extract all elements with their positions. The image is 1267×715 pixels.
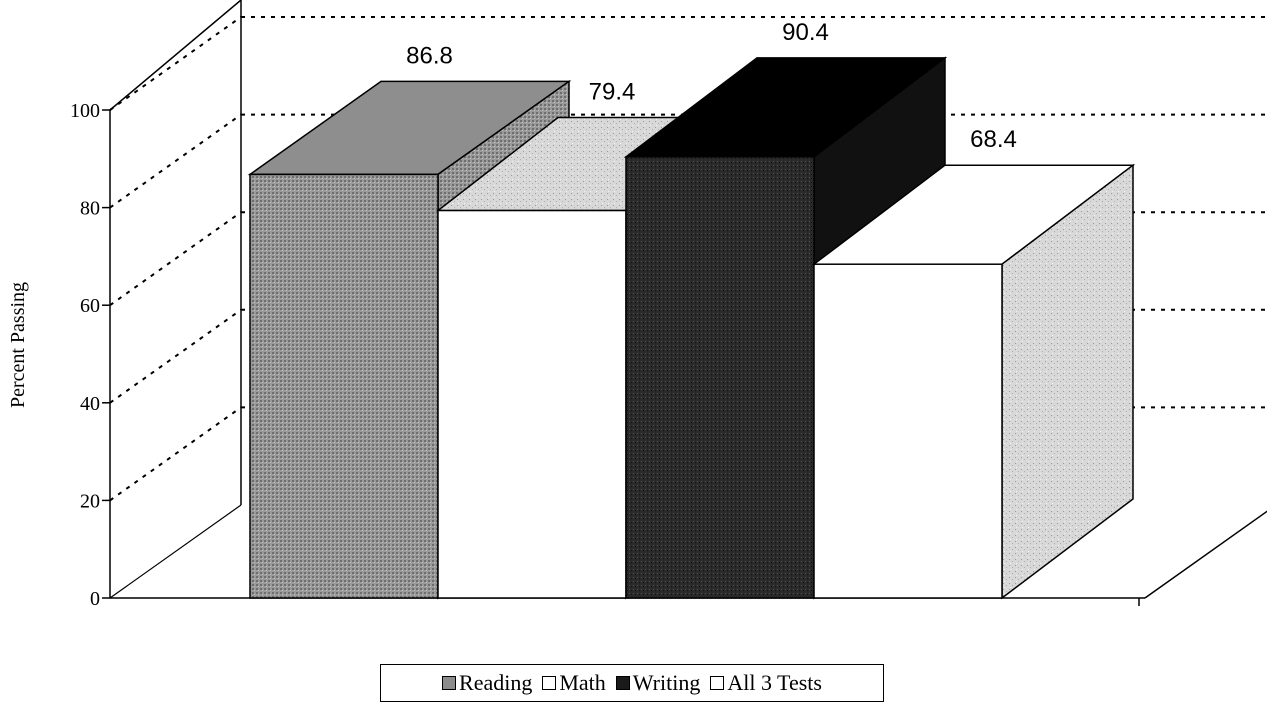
data-label-reading: 86.8 — [406, 42, 453, 69]
y-tick-label: 40 — [80, 393, 100, 415]
side-gridline — [109, 308, 242, 404]
legend: Reading Math Writing All 3 Tests — [380, 664, 884, 702]
side-gridline — [109, 16, 242, 111]
floor-left-edge — [109, 504, 242, 599]
legend-swatch — [442, 676, 457, 690]
data-label-all-3-tests: 68.4 — [970, 126, 1017, 153]
bar-front-face — [437, 209, 627, 599]
y-tick-label: 60 — [80, 295, 100, 317]
bar-all-3-tests — [811, 163, 1136, 600]
side-wall-top-edge — [109, 0, 242, 111]
data-label-math: 79.4 — [589, 79, 636, 106]
y-tick-label: 0 — [90, 588, 100, 610]
legend-swatch — [542, 676, 557, 690]
legend-label: Reading — [459, 670, 533, 695]
side-gridline — [109, 211, 242, 307]
y-tick-label: 100 — [70, 100, 100, 122]
y-tick-label: 20 — [80, 490, 100, 512]
y-axis-title: Percent Passing — [7, 282, 29, 408]
side-gridline — [109, 406, 242, 502]
data-label-writing: 90.4 — [782, 19, 829, 46]
legend-entry-reading: Reading — [442, 670, 532, 696]
legend-label: Math — [559, 670, 606, 695]
floor-right-edge — [1144, 510, 1267, 599]
bar-front-face — [249, 173, 439, 599]
legend-entry-all-3-tests: All 3 Tests — [710, 670, 822, 696]
legend-entry-math: Math — [542, 670, 606, 696]
legend-label: All 3 Tests — [727, 670, 822, 695]
legend-label: Writing — [632, 670, 701, 695]
legend-entry-writing: Writing — [615, 670, 701, 696]
legend-swatch — [710, 676, 725, 690]
bar-front-face — [625, 156, 815, 599]
y-tick-label: 80 — [80, 198, 100, 220]
side-gridline — [109, 113, 242, 209]
bar-front-face — [813, 263, 1003, 599]
legend-swatch — [615, 676, 630, 690]
